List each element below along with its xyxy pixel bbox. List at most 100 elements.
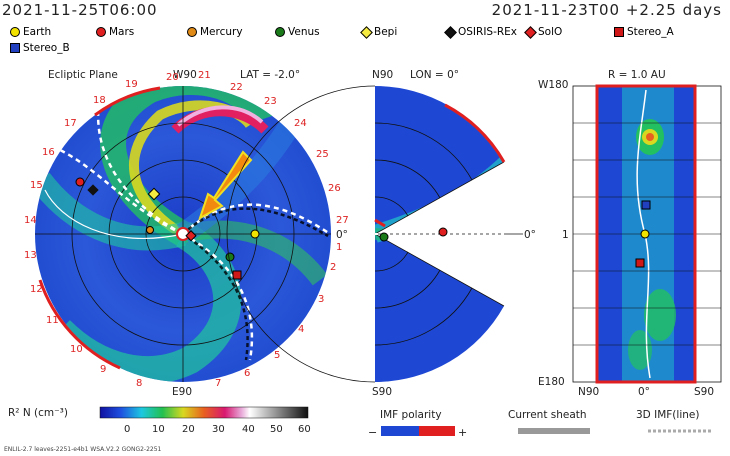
mars-marker-icon: [96, 27, 106, 37]
legend-solo: SolO: [524, 25, 563, 39]
ecliptic-right-label: 0°: [336, 229, 348, 241]
tick-label: 20: [166, 72, 179, 83]
radial-x-left: N90: [578, 386, 599, 398]
colorbar-tick: 40: [242, 424, 255, 435]
tick-label: 26: [328, 183, 341, 194]
legend-label: OSIRIS-REx: [458, 26, 518, 38]
legend-earth: Earth: [10, 26, 51, 38]
radial-earth-icon: [640, 229, 650, 239]
venus-icon: [225, 252, 235, 262]
stereo-a-marker-icon: [614, 27, 624, 37]
legend-label: Bepi: [374, 26, 398, 38]
arrow-icon: [198, 150, 253, 221]
colorbar-tick: 10: [152, 424, 165, 435]
legend-label: Venus: [288, 26, 320, 38]
tick-label: 23: [264, 96, 277, 107]
radial-x-mid: 0°: [638, 386, 650, 398]
imf3d-label: 3D IMF(line): [636, 409, 699, 421]
stereo-b-marker-icon: [10, 43, 20, 53]
legend-venus: Venus: [275, 26, 320, 38]
tick-label: 8: [136, 378, 142, 389]
tick-label: 2: [330, 262, 336, 273]
colorbar: R² N (cm⁻³) 0 10 20 30 40 50 60: [8, 406, 311, 435]
model-time: 2021-11-25T06:00: [2, 1, 158, 19]
radial-stereo-a-icon: [635, 258, 645, 268]
radial-mid-label: 1: [562, 229, 569, 241]
legend-stereo-b: Stereo_B: [10, 42, 70, 54]
colorbar-tick: 0: [124, 424, 130, 435]
solo-icon: [185, 230, 197, 242]
earth-icon: [250, 229, 260, 239]
tick-label: 5: [274, 350, 280, 361]
tick-label: 25: [316, 149, 329, 160]
tick-label: 13: [24, 250, 37, 261]
tick-label: 14: [24, 215, 37, 226]
ecliptic-top-label: W90: [173, 69, 197, 81]
legend-label: Earth: [23, 26, 52, 38]
tick-label: 11: [46, 315, 59, 326]
mercury-icon: [146, 226, 154, 234]
tick-label: 16: [42, 147, 55, 158]
colorbar-tick: 20: [182, 424, 195, 435]
legend-label: Mars: [109, 26, 135, 38]
radial-top-label: W180: [538, 79, 568, 91]
tick-label: 22: [230, 82, 243, 93]
radial-x-right: S90: [694, 386, 714, 398]
legend-stereo-a: Stereo_A: [614, 26, 674, 38]
tick-label: 15: [30, 180, 43, 191]
legend-label: SolO: [538, 26, 563, 38]
ecliptic-bottom-label: E90: [172, 386, 192, 398]
radial-plot: [572, 84, 722, 384]
tick-label: 24: [294, 118, 307, 129]
ecliptic-plot: [35, 86, 331, 382]
imf-minus: −: [368, 426, 377, 439]
radial-bottom-label: E180: [538, 376, 565, 388]
meridional-top-label: N90: [372, 69, 393, 81]
tick-label: 18: [93, 95, 106, 106]
legend-label: Mercury: [200, 26, 243, 38]
tick-label: 27: [336, 215, 349, 226]
mercury-marker-icon: [187, 27, 197, 37]
imf3d-legend: 3D IMF(line): [636, 409, 712, 433]
earth-marker-icon: [10, 27, 20, 37]
stereo-a-icon: [232, 270, 242, 280]
run-time: 2021-11-23T00 +2.25 days: [491, 1, 722, 19]
ecliptic-ticks: 20 21 22 23 24 25 26 27 18 19 17 16 15 1…: [24, 70, 349, 389]
tick-label: 9: [100, 364, 106, 375]
footer-text: ENLIL-2.7 leaves-2251-e4b1 WSA.V2.2 GONG…: [4, 446, 162, 453]
meridional-venus-icon: [379, 232, 389, 242]
colorbar-tick: 60: [298, 424, 311, 435]
legend-osiris: OSIRIS-REx: [444, 25, 518, 39]
current-sheath-legend: Current sheath: [508, 409, 590, 434]
legend-bepi: Bepi: [360, 25, 398, 39]
colorbar-label: R² N (cm⁻³): [8, 407, 68, 419]
tick-label: 12: [30, 284, 43, 295]
tick-label: 21: [198, 70, 211, 81]
meridional-lon: LON = 0°: [410, 69, 459, 81]
legend-mercury: Mercury: [187, 26, 243, 38]
meridional-bottom-label: S90: [372, 386, 392, 398]
tick-label: 7: [215, 378, 221, 389]
tick-label: 19: [125, 79, 138, 90]
legend-label: Stereo_B: [23, 42, 70, 54]
imf-plus: +: [458, 426, 467, 439]
tick-label: 6: [244, 368, 250, 379]
ecliptic-lat: LAT = -2.0°: [240, 69, 300, 81]
tick-label: 1: [336, 242, 342, 253]
colorbar-tick: 30: [212, 424, 225, 435]
venus-marker-icon: [275, 27, 285, 37]
mars-icon: [75, 177, 85, 187]
ecliptic-title: Ecliptic Plane: [48, 69, 118, 81]
meridional-mars-icon: [438, 227, 448, 237]
legend-label: Stereo_A: [627, 26, 674, 38]
tick-label: 10: [70, 344, 83, 355]
radial-title: R = 1.0 AU: [608, 69, 666, 81]
legend-mars: Mars: [96, 26, 134, 38]
imf-label: IMF polarity: [380, 409, 442, 421]
meridional-right-label: 0°: [524, 229, 536, 241]
sheath-label: Current sheath: [508, 409, 587, 421]
tick-label: 17: [64, 118, 77, 129]
tick-label: 3: [318, 294, 324, 305]
colorbar-tick: 50: [270, 424, 283, 435]
